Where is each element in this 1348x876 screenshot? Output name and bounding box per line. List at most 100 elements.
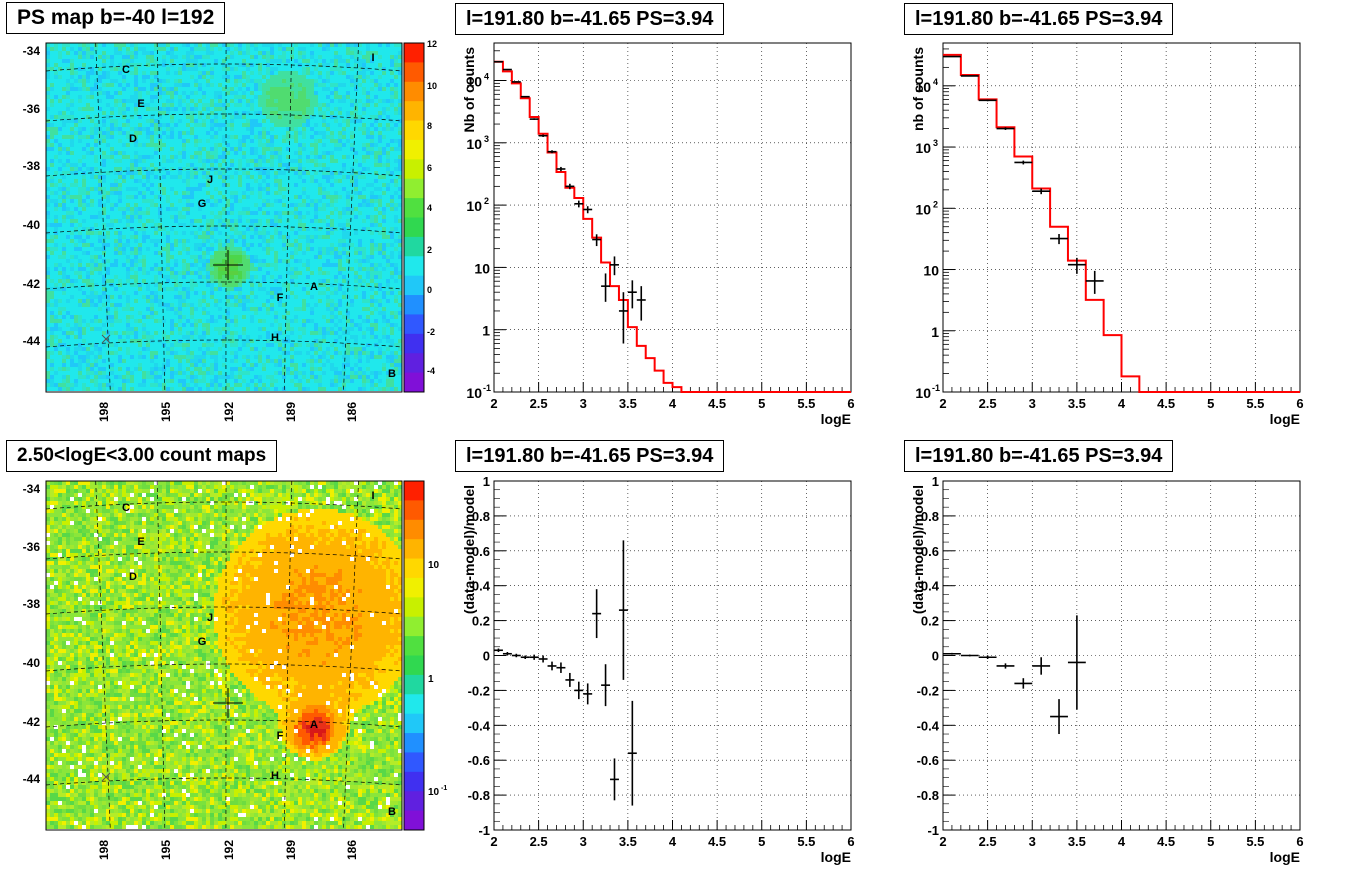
map-pixel [106, 79, 110, 83]
map-pixel [158, 151, 162, 155]
map-pixel [198, 211, 202, 215]
map-pixel [114, 91, 118, 95]
map-pixel [350, 143, 354, 147]
map-pixel [222, 219, 226, 223]
map-pixel [298, 87, 302, 91]
map-pixel [354, 51, 358, 55]
map-pixel [322, 251, 326, 255]
map-pixel [302, 147, 306, 151]
map-pixel [70, 123, 74, 127]
map-pixel [354, 175, 358, 179]
map-pixel [394, 147, 398, 151]
map-pixel [366, 171, 370, 175]
map-pixel [354, 215, 358, 219]
map-pixel [274, 83, 278, 87]
map-pixel [146, 259, 150, 263]
map-pixel [102, 167, 106, 171]
map-pixel [306, 171, 310, 175]
map-pixel [98, 67, 102, 71]
map-pixel [58, 99, 62, 103]
map-pixel [62, 135, 66, 139]
map-pixel [306, 211, 310, 215]
map-pixel [118, 139, 122, 143]
map-pixel [262, 155, 266, 159]
map-pixel [174, 255, 178, 259]
map-pixel [314, 147, 318, 151]
map-pixel [182, 83, 186, 87]
map-pixel [322, 63, 326, 67]
map-pixel [242, 51, 246, 55]
map-pixel [86, 255, 90, 259]
map-pixel [126, 191, 130, 195]
map-pixel [326, 55, 330, 59]
map-pixel [362, 203, 366, 207]
map-pixel [266, 47, 270, 51]
map-pixel [214, 159, 218, 163]
map-pixel [246, 171, 250, 175]
map-pixel [326, 147, 330, 151]
map-pixel [322, 43, 326, 47]
map-pixel [366, 83, 370, 87]
map-pixel [182, 231, 186, 235]
map-pixel [334, 171, 338, 175]
map-pixel [106, 111, 110, 115]
map-pixel [46, 263, 50, 267]
map-pixel [282, 195, 286, 199]
map-pixel [102, 223, 106, 227]
map-pixel [354, 151, 358, 155]
map-pixel [254, 99, 258, 103]
map-pixel [150, 207, 154, 211]
map-pixel [174, 155, 178, 159]
map-pixel [294, 195, 298, 199]
map-pixel [178, 43, 182, 47]
map-pixel [374, 247, 378, 251]
map-pixel [238, 187, 242, 191]
map-pixel [170, 139, 174, 143]
map-pixel [106, 247, 110, 251]
map-pixel [338, 183, 342, 187]
map-pixel [110, 131, 114, 135]
map-pixel [158, 187, 162, 191]
map-pixel [374, 191, 378, 195]
map-pixel [234, 159, 238, 163]
map-pixel [238, 239, 242, 243]
map-pixel [358, 71, 362, 75]
map-pixel [58, 267, 62, 271]
map-pixel [254, 91, 258, 95]
map-pixel [182, 87, 186, 91]
map-pixel [286, 255, 290, 259]
map-pixel [230, 195, 234, 199]
map-pixel [198, 95, 202, 99]
map-pixel [254, 83, 258, 87]
map-pixel [294, 235, 298, 239]
map-pixel [98, 219, 102, 223]
map-pixel [370, 231, 374, 235]
map-pixel [130, 259, 134, 263]
map-pixel [226, 135, 230, 139]
map-pixel [102, 111, 106, 115]
map-pixel [218, 91, 222, 95]
map-pixel [146, 131, 150, 135]
map-pixel [282, 111, 286, 115]
map-pixel [290, 79, 294, 83]
map-pixel [382, 223, 386, 227]
map-pixel [158, 203, 162, 207]
map-pixel [230, 135, 234, 139]
map-pixel [58, 195, 62, 199]
map-pixel [290, 175, 294, 179]
map-pixel [186, 123, 190, 127]
map-pixel [46, 79, 50, 83]
map-pixel [350, 75, 354, 79]
map-pixel [130, 111, 134, 115]
map-pixel [202, 259, 206, 263]
map-pixel [262, 115, 266, 119]
map-pixel [126, 103, 130, 107]
map-pixel [162, 47, 166, 51]
map-pixel [86, 151, 90, 155]
map-pixel [170, 111, 174, 115]
map-pixel [370, 235, 374, 239]
map-pixel [262, 95, 266, 99]
map-pixel [226, 163, 230, 167]
map-pixel [170, 151, 174, 155]
map-pixel [322, 163, 326, 167]
